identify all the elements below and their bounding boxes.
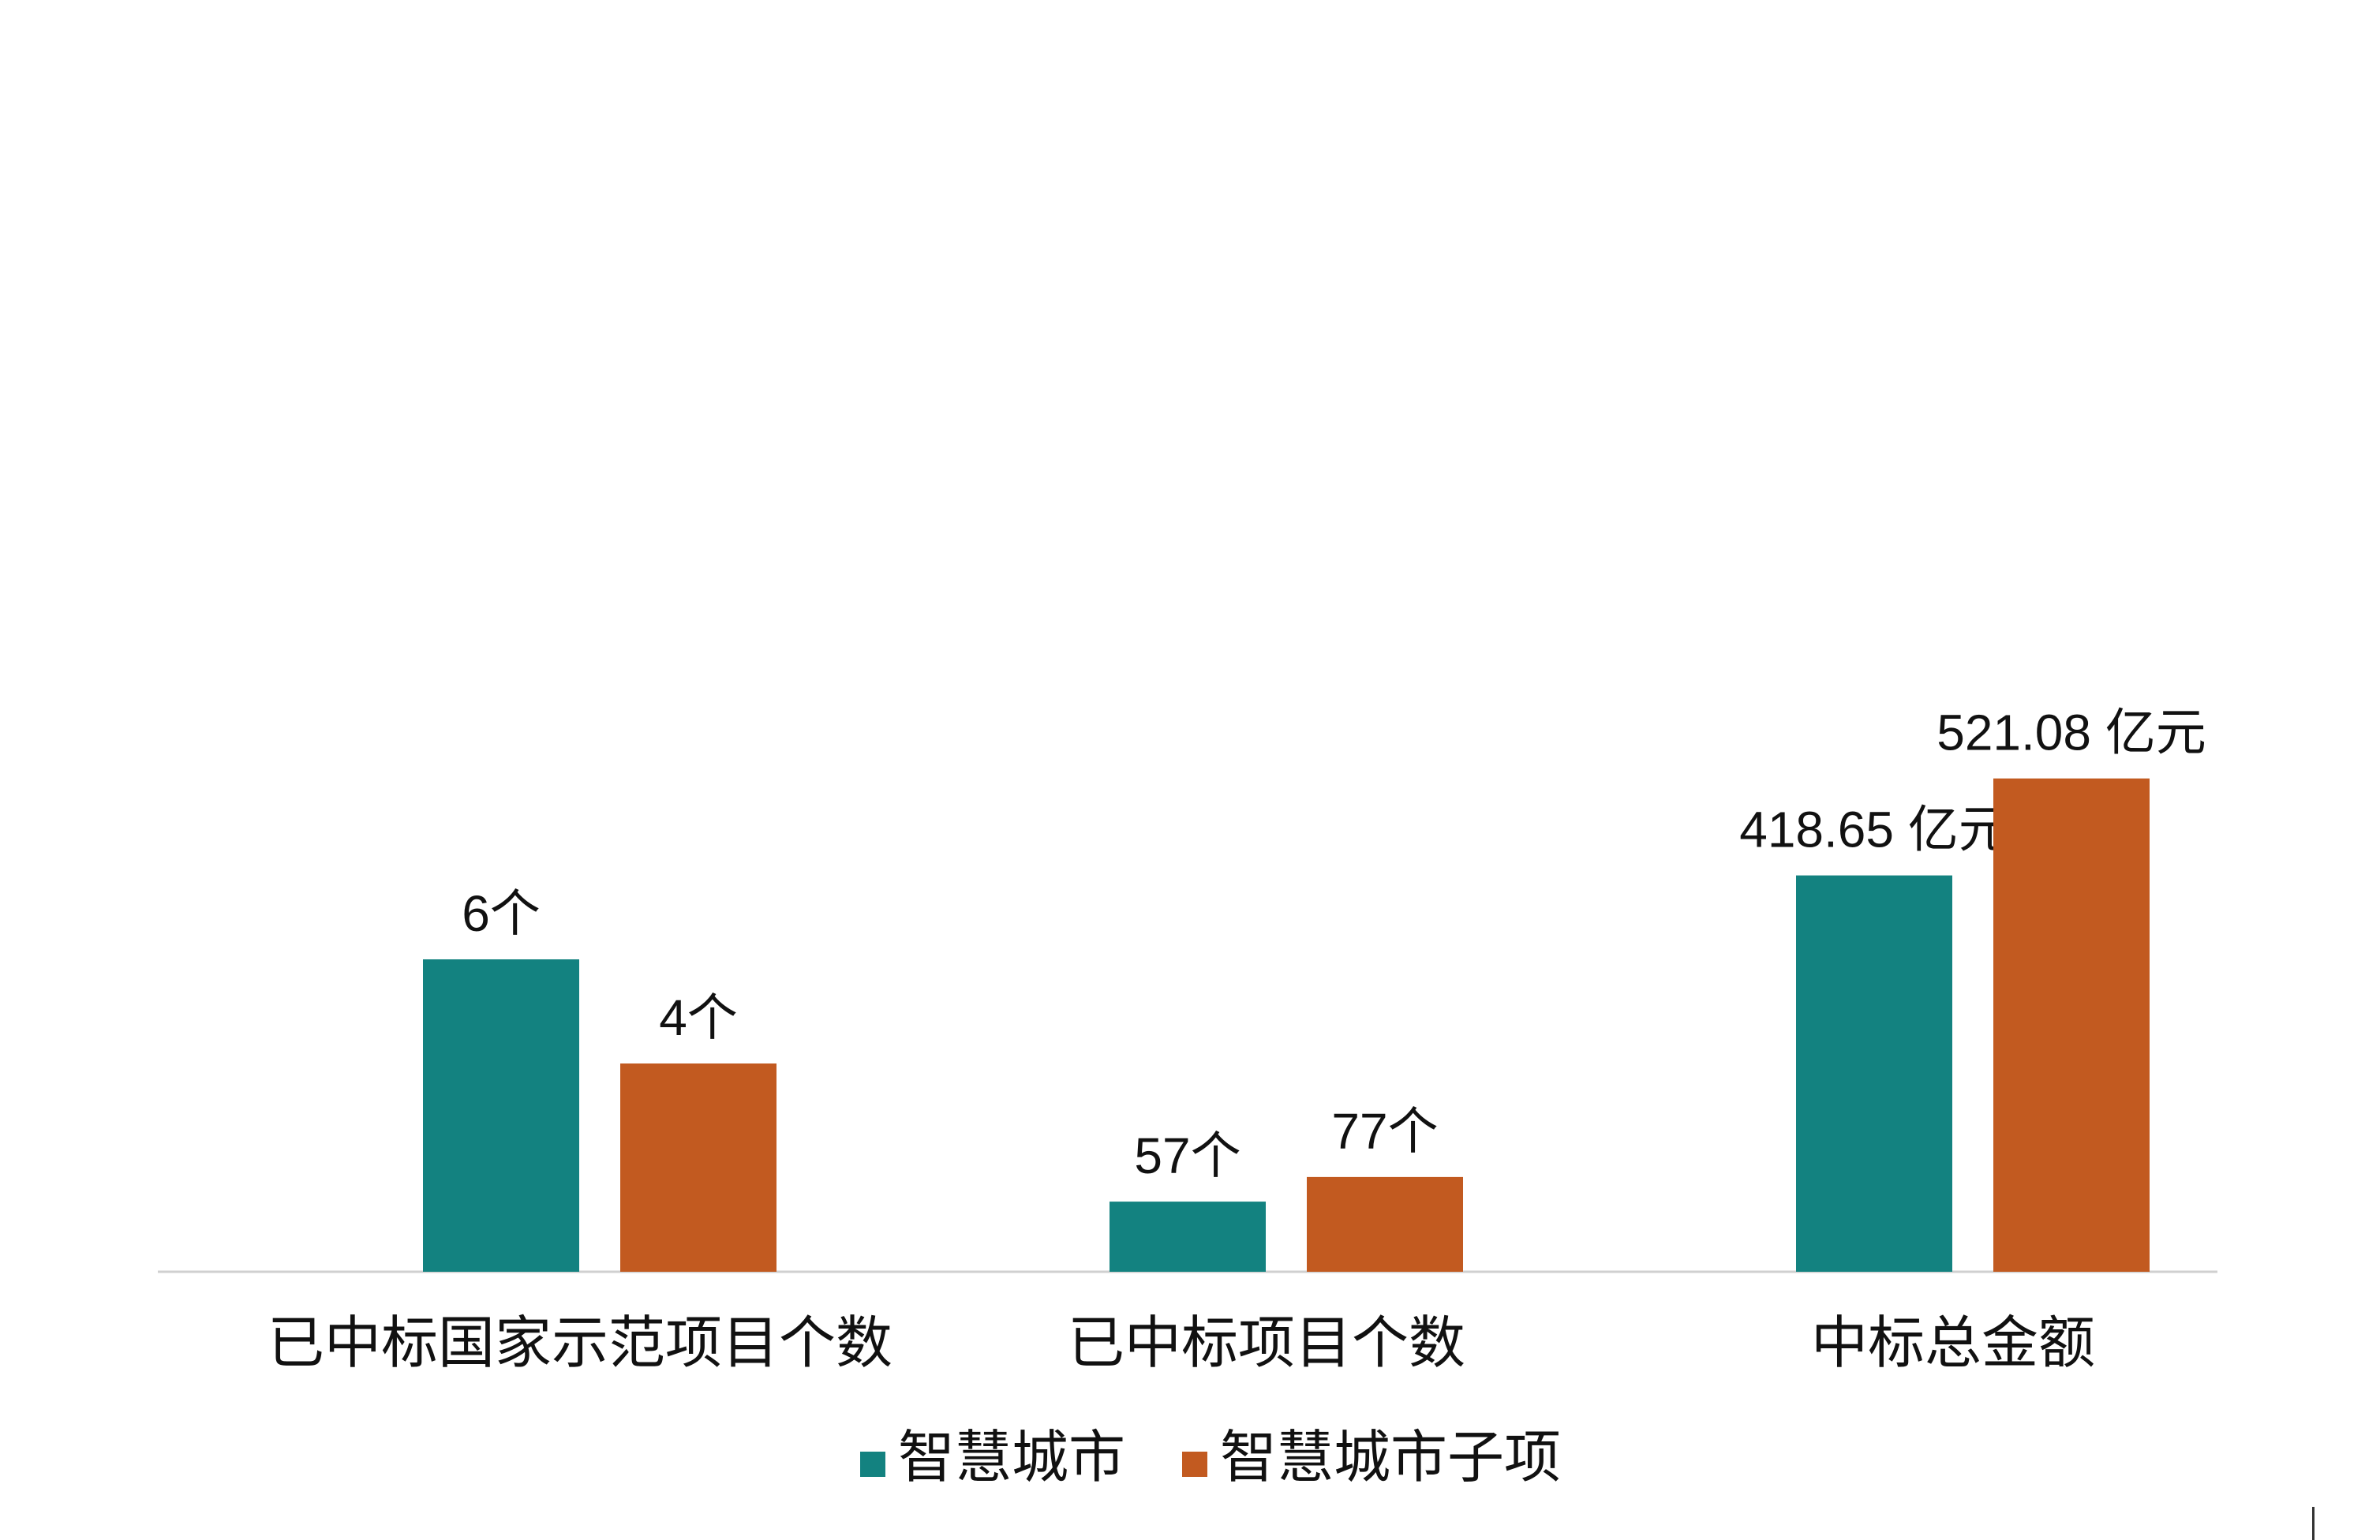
data-label-smart-city-sub-0: 4个 [659,989,738,1046]
legend-item-smart-city-swatch [860,1452,885,1477]
text-cursor [2312,1507,2315,1540]
category-label-0: 已中标国家示范项目个数 [268,1310,892,1376]
bar-smart-city-2 [1796,875,1952,1272]
bar-smart-city-0 [423,959,579,1272]
data-label-smart-city-0: 6个 [462,885,541,942]
legend-item-smart-city-sub-swatch [1182,1452,1207,1477]
category-label-1: 已中标项目个数 [1068,1310,1465,1376]
bar-smart-city-1 [1110,1202,1266,1272]
data-label-smart-city-sub-1: 77个 [1331,1103,1438,1160]
category-label-2: 中标总金额 [1811,1310,2095,1376]
legend-item-smart-city-label: 智慧城市 [898,1424,1125,1490]
data-label-smart-city-sub-2: 521.08 亿元 [1937,705,2206,761]
data-label-smart-city-1: 57个 [1134,1127,1241,1184]
data-label-smart-city-2: 418.65 亿元 [1739,802,2009,858]
legend-item-smart-city-sub-label: 智慧城市子项 [1220,1424,1561,1490]
bar-smart-city-sub-0 [620,1063,776,1272]
bar-smart-city-sub-2 [1993,778,2150,1272]
bar-smart-city-sub-1 [1307,1176,1463,1272]
